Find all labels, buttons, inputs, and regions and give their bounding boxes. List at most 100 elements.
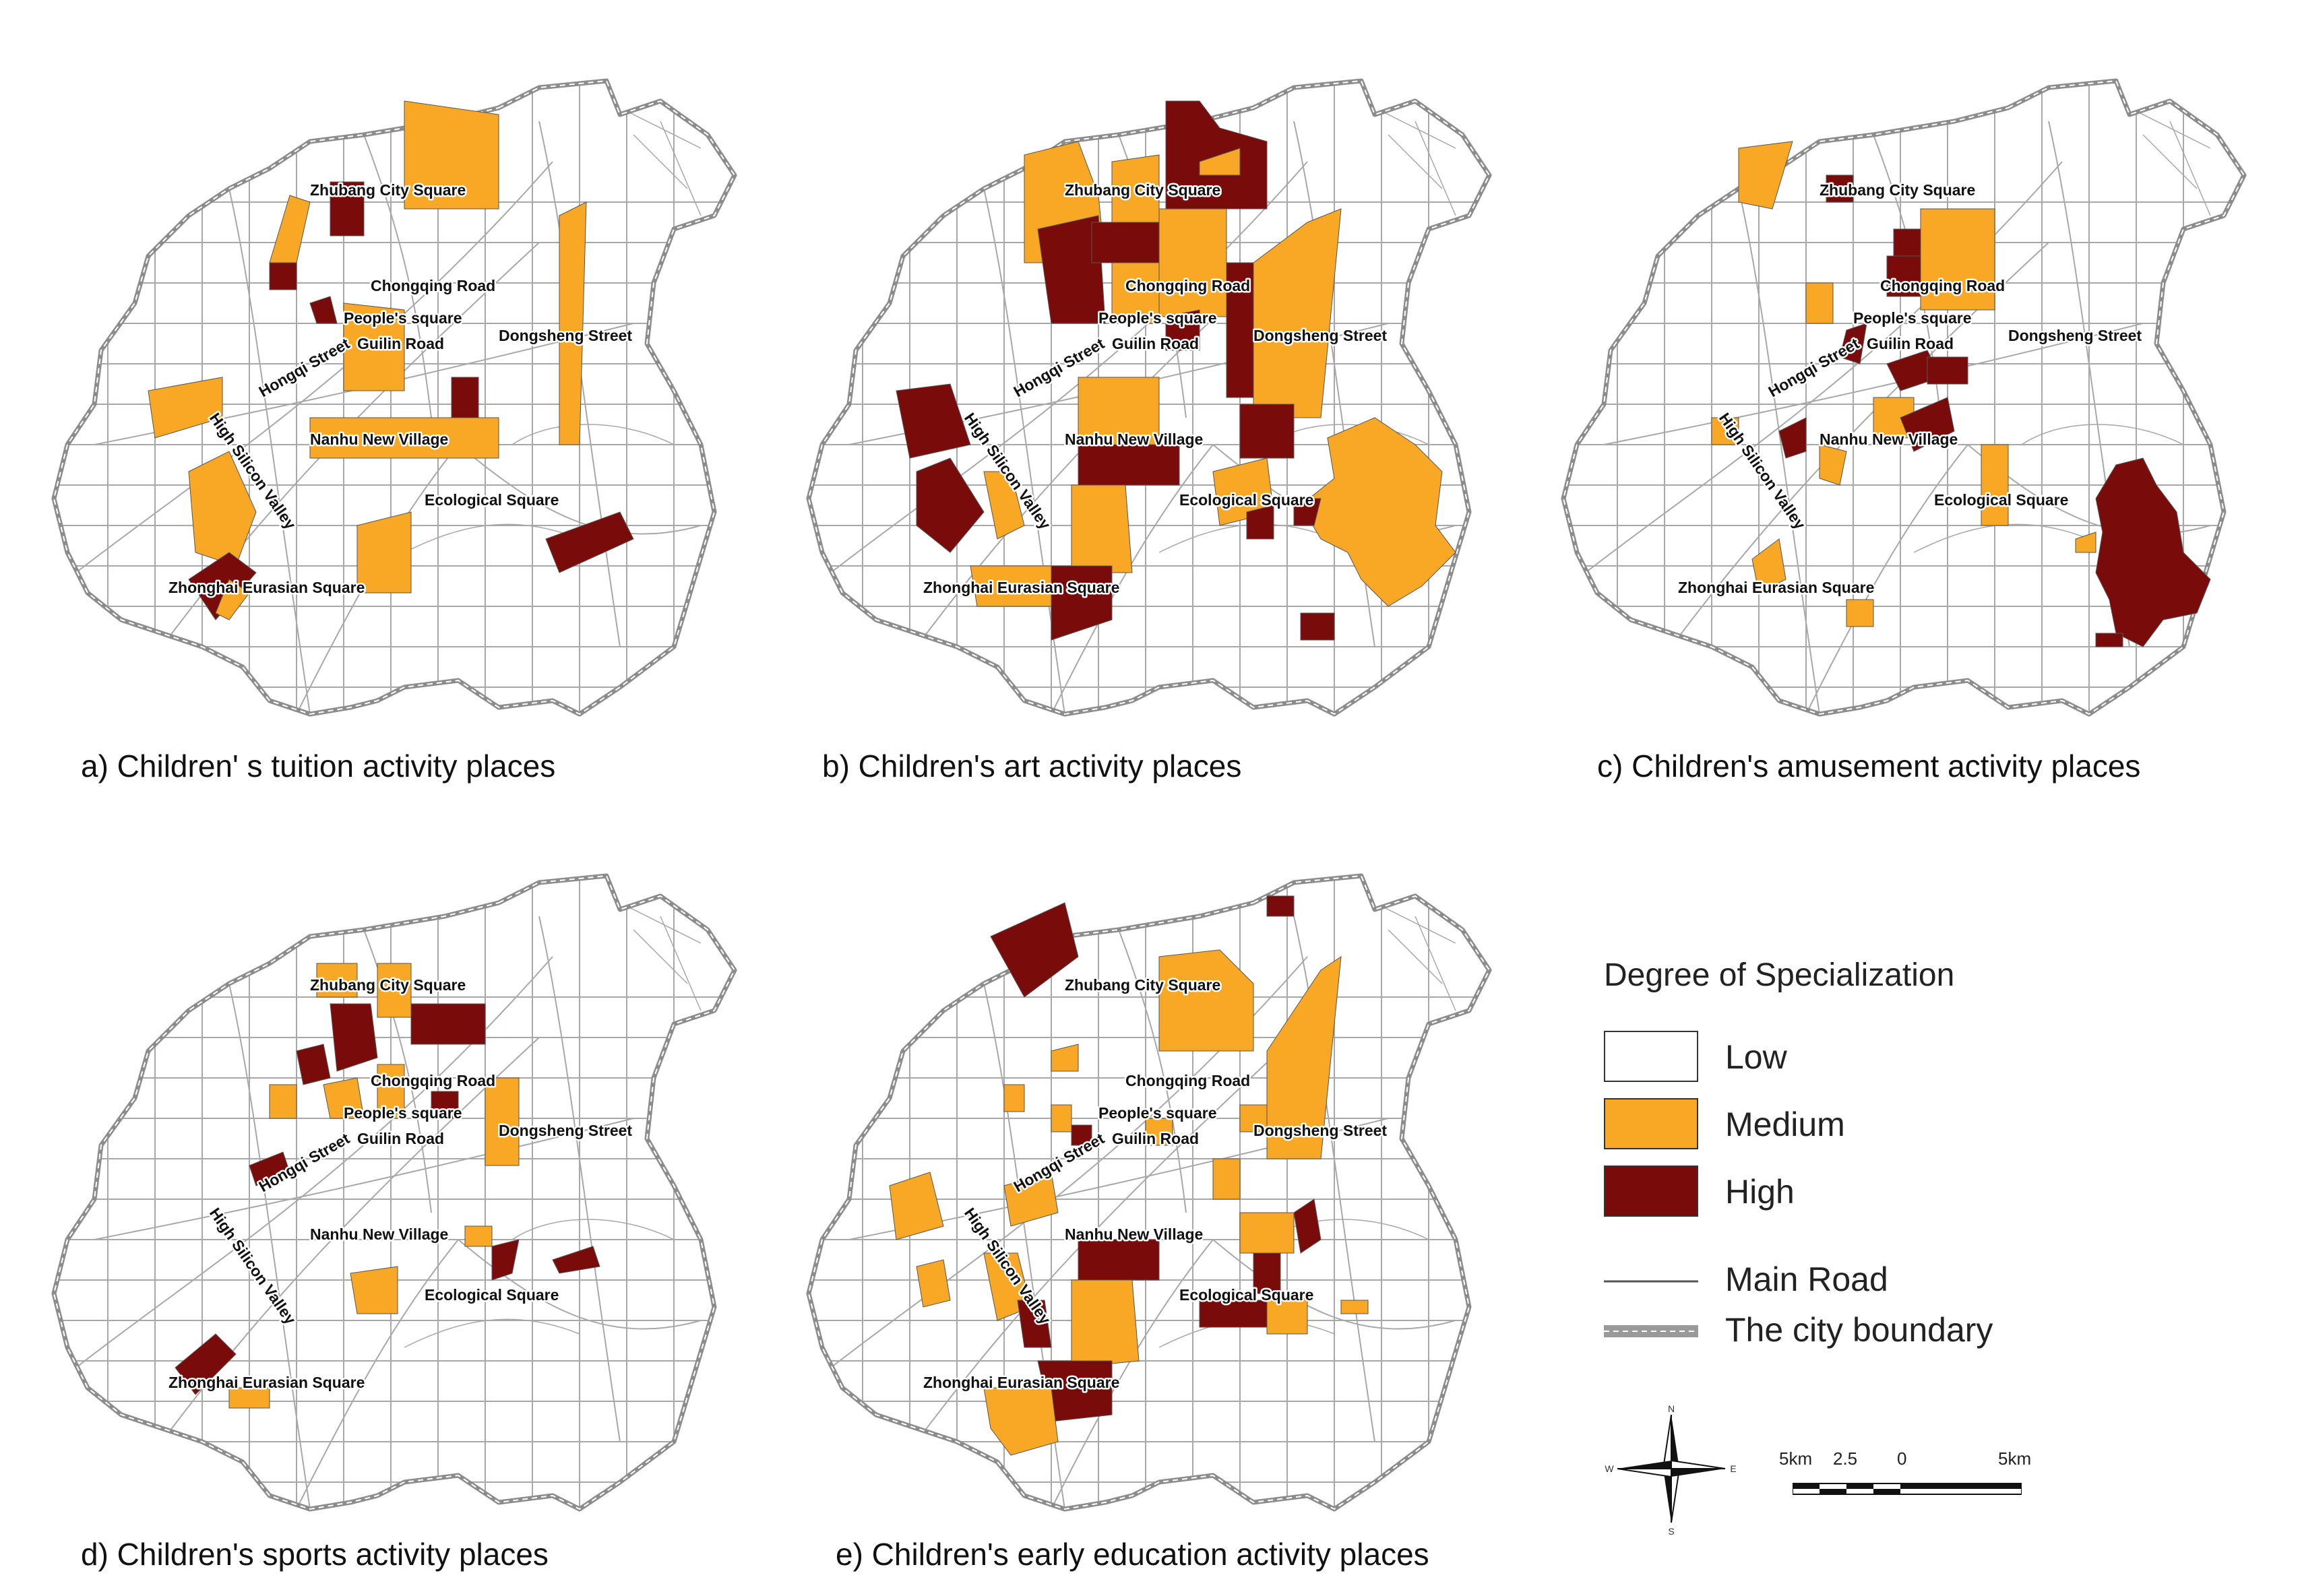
label-chongqing: Chongqing Road xyxy=(371,1072,495,1089)
zone-high xyxy=(1927,356,1968,385)
label-chongqing: Chongqing Road xyxy=(1125,1072,1250,1089)
map-art: Zhubang City Square Chongqing Road Peopl… xyxy=(782,40,1523,748)
zone-medium xyxy=(1751,538,1786,594)
zone-medium xyxy=(2075,532,2096,553)
zone-high xyxy=(330,1003,378,1072)
label-ecological: Ecological Square xyxy=(425,1286,559,1304)
zone-high xyxy=(1239,404,1295,459)
zone-medium xyxy=(1819,444,1847,486)
label-chongqing: Chongqing Road xyxy=(1880,277,2005,294)
caption-early-education: e) Children's early education activity p… xyxy=(836,1537,1429,1572)
zone-medium xyxy=(1145,1118,1173,1146)
map-amusement: Zhubang City Square Chongqing Road Peopl… xyxy=(1536,40,2278,748)
label-guilin: Guilin Road xyxy=(357,335,444,352)
zone-medium xyxy=(1071,484,1133,573)
scale-label-5km-right: 5km xyxy=(1998,1448,2032,1469)
zone-high xyxy=(1078,1239,1160,1281)
label-peoples: People's square xyxy=(1098,1104,1217,1122)
label-peoples: People's square xyxy=(344,1104,462,1122)
zone-medium xyxy=(559,201,587,445)
zone-high xyxy=(1893,228,1921,257)
zones-early-education xyxy=(889,895,1369,1456)
zone-medium xyxy=(1158,949,1254,1052)
zone-high xyxy=(552,1246,600,1274)
zone-high xyxy=(1071,1124,1092,1146)
caption-art: b) Children's art activity places xyxy=(822,748,1242,784)
compass-s: S xyxy=(1668,1526,1674,1536)
zones-sports xyxy=(175,963,600,1409)
zone-medium xyxy=(323,1077,365,1119)
legend-label-high: High xyxy=(1725,1173,1795,1211)
zone-medium xyxy=(1239,1212,1295,1254)
map-panel-tuition: Zhubang City Square Chongqing Road Peopl… xyxy=(27,40,768,784)
zone-medium xyxy=(1920,208,1995,311)
zone-medium xyxy=(148,377,223,439)
zone-high xyxy=(1886,255,1921,297)
label-zhubang: Zhubang City Square xyxy=(1065,976,1220,994)
zone-high xyxy=(1839,323,1867,364)
legend-swatch-low xyxy=(1604,1031,1698,1082)
zone-medium xyxy=(983,471,1025,540)
zone-high xyxy=(249,1151,290,1186)
zone-medium xyxy=(188,451,257,567)
caption-tuition: a) Children' s tuition activity places xyxy=(81,748,556,784)
label-peoples: People's square xyxy=(1853,309,1972,327)
zone-medium xyxy=(485,1077,520,1166)
zone-high xyxy=(916,457,985,553)
zone-medium xyxy=(1711,417,1739,445)
label-zhubang: Zhubang City Square xyxy=(1820,181,1975,199)
zone-medium xyxy=(1340,1300,1369,1314)
label-zhubang: Zhubang City Square xyxy=(1065,181,1220,199)
label-dongsheng: Dongsheng Street xyxy=(499,327,632,344)
zone-high xyxy=(1199,1300,1268,1328)
zones-art xyxy=(896,100,1456,641)
zone-high xyxy=(188,552,257,620)
zone-high xyxy=(1165,309,1200,351)
label-ecological: Ecological Square xyxy=(425,491,559,509)
legend-label-medium: Medium xyxy=(1725,1106,1845,1143)
map-panel-sports: Zhubang City Square Chongqing Road Peopl… xyxy=(27,835,768,1572)
zone-medium xyxy=(1253,208,1342,418)
zone-medium xyxy=(1051,1044,1079,1072)
scale-bar: 5km 2.5 0 5km xyxy=(1779,1448,2035,1523)
compass-e: E xyxy=(1730,1463,1736,1474)
scale-label-0: 0 xyxy=(1897,1448,1907,1469)
legend-label-low: Low xyxy=(1725,1038,1787,1076)
zone-high xyxy=(1037,215,1106,324)
zone-medium xyxy=(1805,282,1834,324)
zone-medium xyxy=(1981,444,2009,526)
label-nanhu: Nanhu New Village xyxy=(1065,430,1203,448)
scale-label-2-5: 2.5 xyxy=(1833,1448,1858,1469)
zone-medium xyxy=(916,1259,951,1308)
zone-medium xyxy=(1738,141,1793,210)
zone-medium xyxy=(1266,1293,1308,1335)
zone-high xyxy=(1826,174,1854,203)
zone-medium xyxy=(343,302,405,391)
label-zhonghai: Zhonghai Eurasian Square xyxy=(923,579,1119,596)
zones-tuition xyxy=(148,100,634,620)
label-chongqing: Chongqing Road xyxy=(371,277,495,294)
zone-medium xyxy=(269,1084,297,1119)
zone-medium xyxy=(1003,1172,1059,1227)
label-peoples: People's square xyxy=(344,309,462,327)
zone-high xyxy=(330,181,365,236)
compass-n: N xyxy=(1668,1403,1675,1414)
label-zhonghai: Zhonghai Eurasian Square xyxy=(168,1374,365,1391)
label-zhonghai: Zhonghai Eurasian Square xyxy=(923,1374,1119,1391)
label-ecological: Ecological Square xyxy=(1179,491,1313,509)
zone-high xyxy=(1900,397,1955,452)
legend-label-boundary: The city boundary xyxy=(1725,1311,1993,1349)
map-panel-art: Zhubang City Square Chongqing Road Peopl… xyxy=(782,40,1523,784)
zone-medium xyxy=(1158,208,1227,317)
zone-medium xyxy=(350,1266,398,1314)
zone-medium xyxy=(1239,1104,1268,1132)
main-road-line-icon xyxy=(1604,1280,1698,1283)
label-nanhu: Nanhu New Village xyxy=(1820,430,1958,448)
zone-medium xyxy=(1212,1158,1241,1200)
map-early-education: Zhubang City Square Chongqing Road Peopl… xyxy=(782,835,1523,1543)
zone-medium xyxy=(1051,1104,1072,1132)
label-dongsheng: Dongsheng Street xyxy=(1253,1122,1387,1139)
zone-medium xyxy=(356,511,412,594)
map-sports: Zhubang City Square Chongqing Road Peopl… xyxy=(27,835,768,1543)
zone-medium xyxy=(377,1064,405,1119)
